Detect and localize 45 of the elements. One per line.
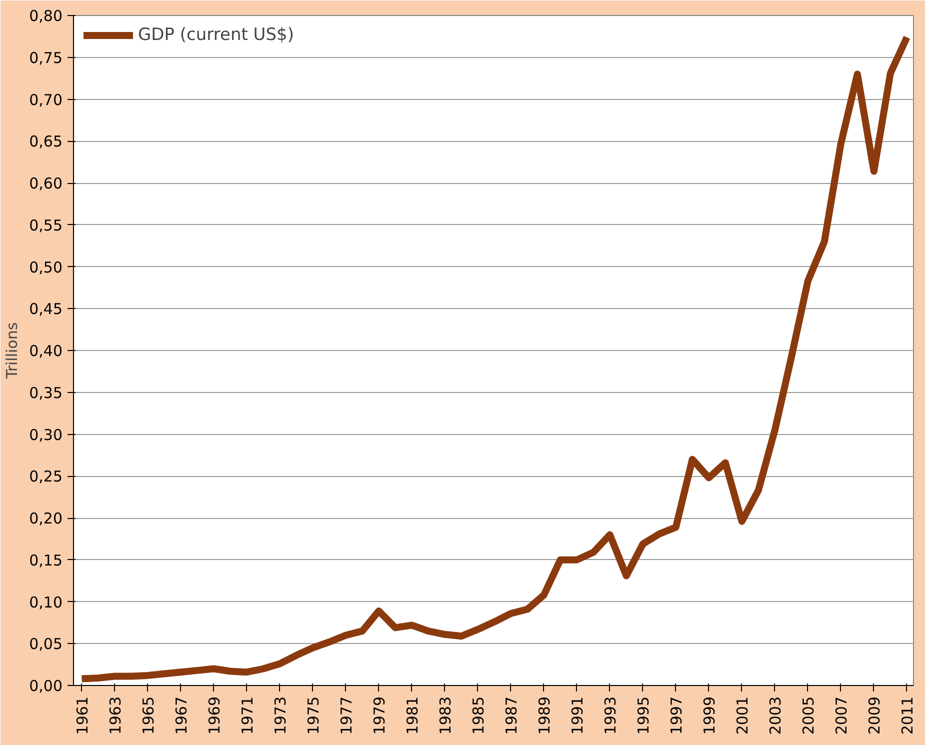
x-tick-label: 1987 [502, 696, 520, 735]
x-tick-label: 2003 [766, 696, 784, 735]
x-tick-label: 1995 [634, 696, 652, 735]
y-tick-label: 0,10 [29, 593, 63, 612]
y-tick-label: 0,20 [29, 510, 63, 528]
y-tick-label: 0,40 [29, 342, 63, 360]
y-tick-label: 0,30 [29, 426, 63, 444]
x-tick-label: 1965 [139, 696, 158, 735]
x-tick-label: 1961 [73, 696, 92, 735]
x-tick-label: 1975 [304, 696, 322, 735]
y-tick-label: 0,55 [29, 216, 63, 234]
x-tick-label: 1963 [106, 696, 124, 735]
y-tick-label: 0,50 [29, 258, 63, 276]
x-tick-label: 1979 [370, 696, 388, 735]
x-tick-label: 1985 [469, 696, 488, 735]
x-tick-label: 2007 [832, 696, 850, 735]
y-tick-label: 0,65 [29, 132, 63, 151]
y-tick-label: 0,70 [29, 90, 63, 109]
x-tick-label: 1973 [271, 696, 290, 735]
x-tick-label: 2005 [799, 696, 818, 735]
y-tick-label: 0,35 [29, 384, 63, 402]
y-tick-label: 0,45 [29, 300, 63, 318]
y-tick-label: 0,05 [29, 635, 63, 654]
x-tick-label: 1969 [205, 696, 224, 735]
x-tick-label: 1991 [568, 696, 586, 735]
y-tick-label: 0,15 [29, 551, 63, 570]
y-tick-label: 0,60 [29, 174, 63, 192]
y-tick-label: 0,00 [29, 677, 63, 695]
x-tick-label: 1971 [238, 696, 256, 735]
x-tick-label: 1981 [403, 696, 422, 735]
y-axis-title: Trillions [3, 322, 22, 380]
x-tick-label: 1989 [535, 696, 554, 735]
legend-label: GDP (current US$) [138, 25, 294, 45]
x-tick-label: 1999 [700, 696, 718, 735]
x-tick-label: 1977 [337, 696, 356, 735]
x-tick-label: 1993 [601, 696, 620, 735]
x-tick-label: 2011 [898, 696, 916, 735]
x-tick-label: 1997 [667, 696, 686, 735]
x-tick-label: 2009 [865, 696, 884, 735]
x-tick-label: 1983 [436, 696, 454, 735]
x-tick-label: 1967 [172, 696, 190, 735]
y-tick-label: 0,75 [29, 48, 63, 67]
x-tick-label: 2001 [733, 696, 752, 735]
y-tick-label: 0,25 [29, 468, 63, 486]
y-tick-label: 0,80 [29, 7, 63, 25]
